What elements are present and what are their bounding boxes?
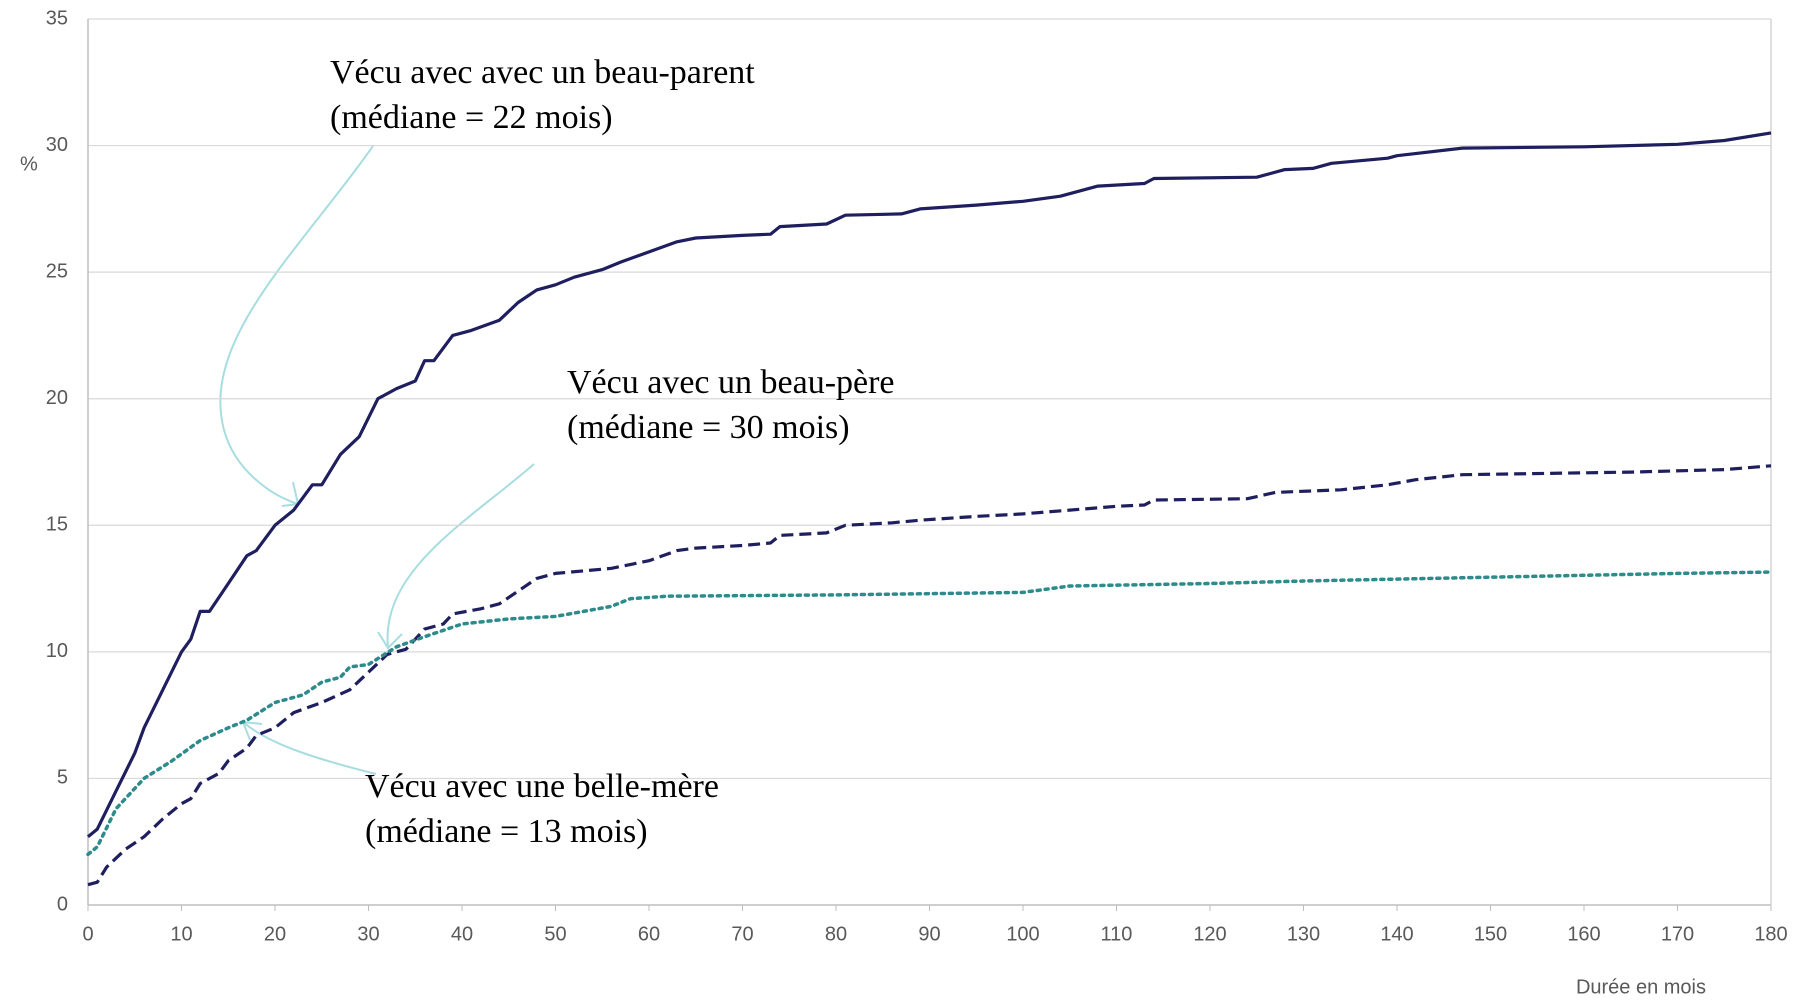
x-axis-label: Durée en mois	[1576, 976, 1706, 998]
y-axis-label: %	[20, 153, 38, 175]
x-tick-label: 20	[264, 923, 286, 945]
x-tick-label: 140	[1380, 923, 1413, 945]
line	[87, 464, 1772, 887]
line	[86, 570, 1773, 857]
y-tick-label: 0	[57, 893, 68, 915]
y-tick-label: 10	[46, 640, 68, 662]
y-tick-label: 20	[46, 387, 68, 409]
line	[86, 131, 1772, 838]
x-tick-label: 0	[82, 923, 93, 945]
x-tick-label: 100	[1006, 923, 1039, 945]
annotation: Vécu avec avec un beau-parent	[330, 54, 755, 91]
x-tick-label: 90	[918, 923, 940, 945]
x-tick-label: 80	[825, 923, 847, 945]
x-tick-label: 150	[1474, 923, 1507, 945]
y-tick-label: 35	[46, 7, 68, 29]
arrow	[219, 145, 374, 507]
annotation: (médiane = 22 mois)	[330, 99, 613, 136]
y-tick-label: 30	[46, 134, 68, 156]
x-tick-label: 180	[1754, 923, 1787, 945]
x-tick-label: 40	[451, 923, 473, 945]
y-tick-label: 15	[46, 514, 68, 536]
x-tick-label: 120	[1193, 923, 1226, 945]
annotation: (médiane = 30 mois)	[567, 409, 850, 446]
x-tick-label: 50	[544, 923, 566, 945]
x-tick-label: 30	[357, 923, 379, 945]
x-tick-label: 160	[1567, 923, 1600, 945]
annotation: (médiane = 13 mois)	[365, 813, 648, 850]
arrow	[241, 720, 377, 775]
x-tick-label: 170	[1661, 923, 1694, 945]
x-tick-label: 110	[1101, 923, 1133, 945]
annotation: Vécu avec une belle-mère	[365, 768, 719, 805]
x-tick-label: 70	[731, 923, 753, 945]
y-tick-label: 25	[46, 260, 68, 282]
x-tick-label: 130	[1287, 923, 1320, 945]
x-tick-label: 10	[170, 923, 192, 945]
x-tick-label: 60	[638, 923, 660, 945]
annotation: Vécu avec un beau-père	[567, 364, 895, 401]
y-tick-label: 5	[57, 767, 68, 789]
arrow	[377, 463, 535, 650]
